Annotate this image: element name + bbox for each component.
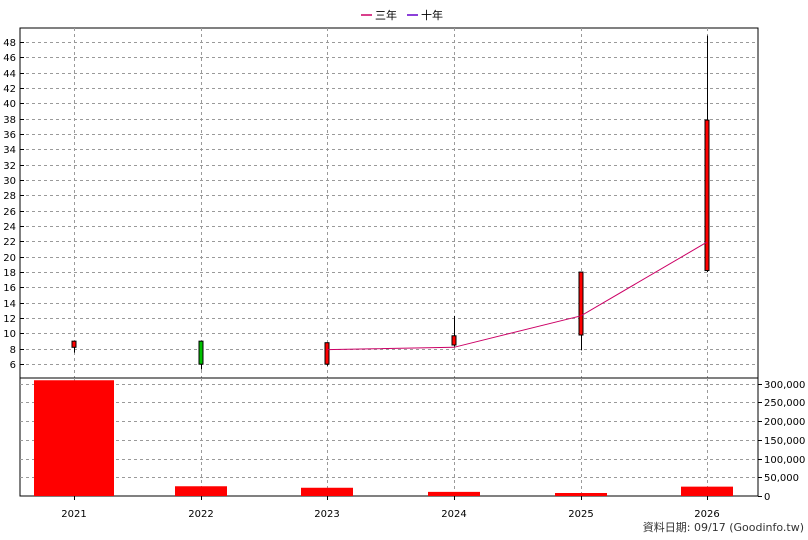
candle-2026: [704, 35, 710, 273]
candle-2023: [324, 342, 330, 366]
volume-bar-2021: [34, 380, 114, 496]
price-tick-label: 36: [3, 130, 16, 141]
volume-bar-2024: [428, 491, 480, 496]
candlesticks: [71, 35, 710, 370]
price-tick-label: 40: [3, 99, 16, 110]
volume-tick-label: 250,000: [764, 398, 805, 409]
x-tick-label: 2022: [188, 509, 213, 520]
price-tick-label: 6: [10, 360, 16, 371]
price-gridlines: [20, 28, 758, 378]
price-panel: 6 8 10 12 14 16 18 20 22 24 26 28 30 32 34 36 38 40 42 44 46…: [3, 27, 759, 379]
volume-bar-2025: [555, 493, 607, 496]
price-tick-label: 18: [3, 268, 16, 279]
price-tick-label: 48: [3, 38, 16, 49]
price-plot-frame: [19, 27, 759, 379]
price-tick-label: 32: [3, 161, 16, 172]
volume-plot-frame: [19, 377, 759, 497]
price-tick-label: 38: [3, 115, 16, 126]
volume-tick-label: 200,000: [764, 417, 805, 428]
volume-bar-2026: [681, 486, 733, 496]
candle-body: [704, 119, 710, 272]
candle-body: [578, 271, 584, 336]
x-tick-label: 2026: [694, 509, 719, 520]
price-tick-label: 20: [3, 253, 16, 264]
volume-tick-label: 50,000: [764, 473, 799, 484]
x-axis: 2021 2022 2023 2024 2025 2026: [61, 496, 720, 520]
candle-body: [71, 340, 77, 348]
price-tick-label: 14: [3, 299, 16, 310]
volume-bar-2022: [175, 486, 227, 496]
three-year-average-line: [326, 241, 708, 351]
candle-2025: [578, 271, 584, 351]
price-y-axis: 6 8 10 12 14 16 18 20 22 24 26 28 30 32 34 36 38 40 42 44 46…: [3, 38, 24, 371]
x-tick-label: 2025: [568, 509, 593, 520]
volume-panel: 0 50,000 100,000 150,000 200,000 250,000 300,0…: [19, 377, 805, 503]
volume-bars: [34, 380, 733, 496]
x-tick-label: 2021: [61, 509, 86, 520]
volume-tick-label: 0: [764, 492, 770, 503]
candle-2024: [451, 315, 457, 347]
x-tick-label: 2024: [441, 509, 466, 520]
price-tick-label: 30: [3, 176, 16, 187]
volume-bar-2023: [301, 487, 353, 496]
volume-y-axis: 0 50,000 100,000 150,000 200,000 250,000 300,0…: [758, 380, 805, 503]
price-tick-label: 44: [3, 69, 16, 80]
legend-label-ten-year: 十年: [421, 8, 443, 22]
candle-2022: [198, 340, 204, 370]
price-tick-label: 10: [3, 329, 16, 340]
price-tick-label: 26: [3, 207, 16, 218]
volume-tick-label: 100,000: [764, 455, 805, 466]
price-tick-label: 8: [10, 345, 16, 356]
legend: 三年 十年: [361, 8, 443, 22]
x-tick-label: 2023: [314, 509, 339, 520]
price-tick-label: 24: [3, 222, 16, 233]
volume-tick-label: 150,000: [764, 436, 805, 447]
candle-body: [198, 340, 204, 365]
price-tick-label: 22: [3, 237, 16, 248]
volume-gridlines: [20, 378, 758, 496]
candle-body: [324, 342, 330, 365]
candle-body: [451, 335, 457, 346]
price-tick-label: 34: [3, 145, 16, 156]
volume-tick-label: 300,000: [764, 380, 805, 391]
price-tick-label: 42: [3, 84, 16, 95]
data-date-footer: 資料日期: 09/17 (Goodinfo.tw): [643, 520, 804, 534]
price-tick-label: 46: [3, 53, 16, 64]
price-tick-label: 16: [3, 283, 16, 294]
price-tick-label: 28: [3, 191, 16, 202]
candle-2021: [71, 340, 77, 353]
legend-label-three-year: 三年: [375, 8, 397, 22]
price-tick-label: 12: [3, 314, 16, 325]
